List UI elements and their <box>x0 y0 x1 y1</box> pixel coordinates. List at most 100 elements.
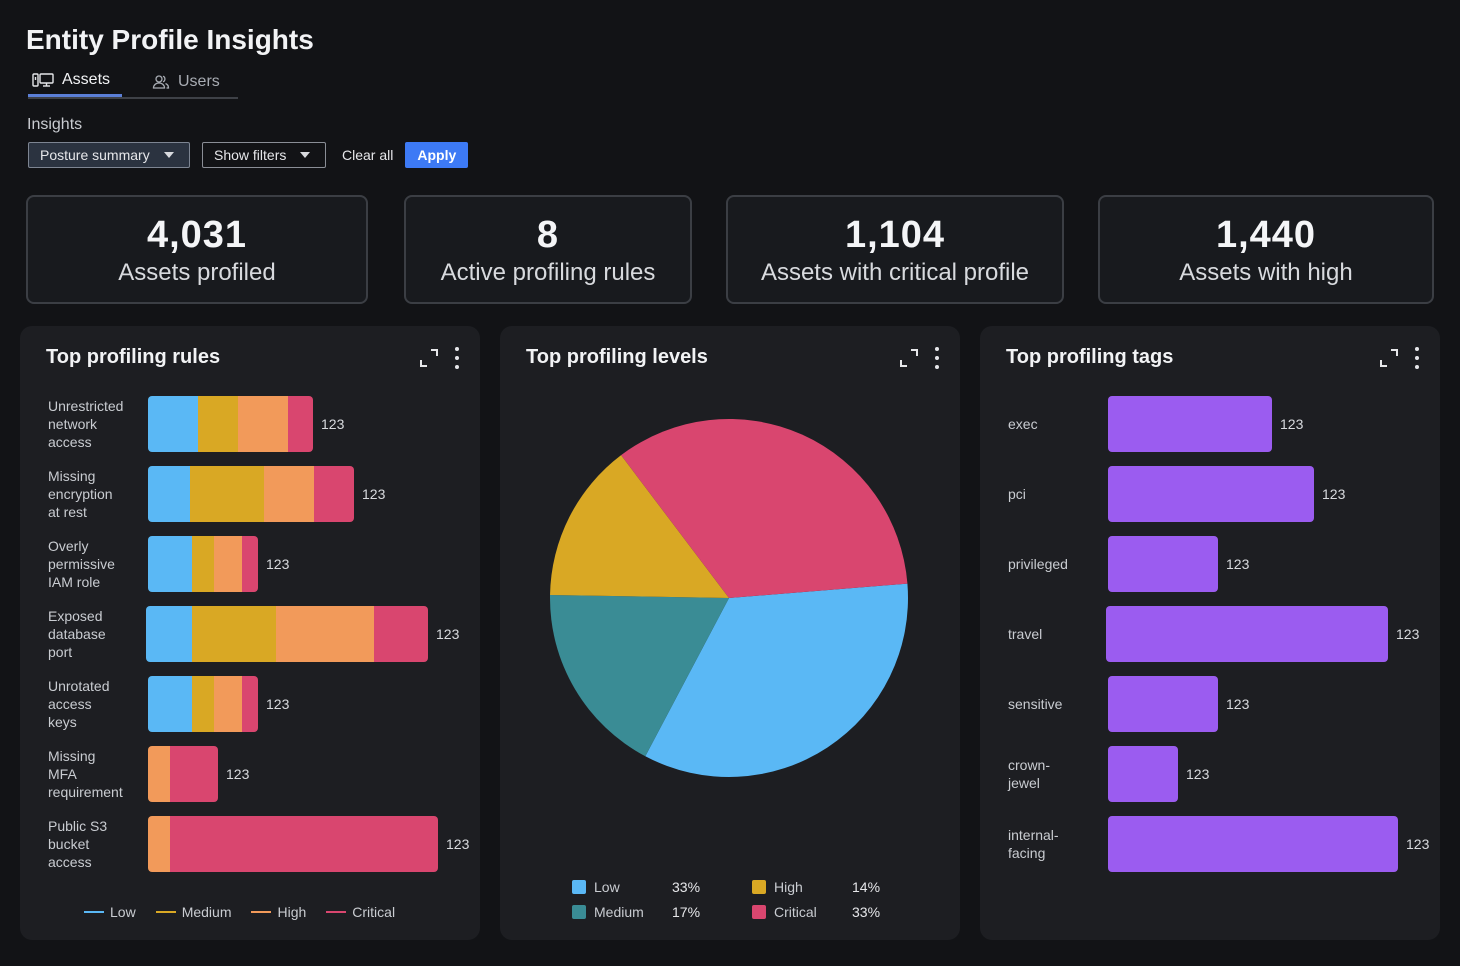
bar-segment-critical <box>170 816 438 872</box>
tag-bar[interactable] <box>1108 816 1398 872</box>
bar-value-label: 123 <box>1226 556 1250 572</box>
stacked-bar[interactable] <box>148 816 438 872</box>
stacked-bar[interactable] <box>148 536 258 592</box>
stacked-bar[interactable] <box>148 746 218 802</box>
bar-value-label: 123 <box>1406 836 1430 852</box>
bar-segment-medium <box>190 466 264 522</box>
stacked-bar[interactable] <box>148 396 313 452</box>
show-filters-label: Show filters <box>214 147 287 163</box>
rule-label: Missing MFA requirement <box>48 748 123 800</box>
pie-legend-medium: Medium <box>572 904 644 920</box>
tag-bar[interactable] <box>1106 606 1388 662</box>
rule-label: Exposed database port <box>48 608 106 660</box>
bar-value-label: 123 <box>226 766 250 782</box>
pie-legend-high-pct: 14% <box>852 879 881 895</box>
pie-slice-high[interactable] <box>550 455 729 598</box>
bar-segment-critical <box>374 606 428 662</box>
bar-segment-low <box>148 676 192 732</box>
panel-actions <box>418 346 460 370</box>
legend-item-high: High <box>251 904 306 920</box>
bar-segment-high <box>214 676 242 732</box>
rule-label: Missing encryption at rest <box>48 468 113 520</box>
kpi-label: Assets with critical profile <box>760 258 1030 286</box>
bar-segment-high <box>148 816 170 872</box>
tag-label: sensitive <box>1008 696 1063 712</box>
tab-users[interactable]: Users <box>148 66 224 97</box>
kpi-label: Assets with high <box>1179 258 1353 286</box>
show-filters-dropdown[interactable]: Show filters <box>202 142 326 168</box>
stacked-bar[interactable] <box>148 466 354 522</box>
pie-legend-high: High <box>752 879 803 895</box>
top-profiling-tags-panel: Top profiling tags exec 123 pci 123 privileg… <box>980 326 1440 940</box>
pie-legend-medium-pct: 17% <box>672 904 701 920</box>
tag-bar[interactable] <box>1108 536 1218 592</box>
kpi-card-assets-profiled[interactable]: 4,031 Assets profiled <box>26 195 368 304</box>
pie-slice-critical[interactable] <box>621 418 908 598</box>
kpi-label: Active profiling rules <box>440 258 656 286</box>
page-title: Entity Profile Insights <box>26 24 314 55</box>
bar-segment-critical <box>242 676 258 732</box>
pie-slice-low[interactable] <box>645 583 908 777</box>
panel-title: Top profiling levels <box>526 346 708 368</box>
rules-legend: Low Medium High Critical <box>84 904 415 920</box>
bar-segment-critical <box>170 746 218 802</box>
bar-segment-low <box>148 396 198 452</box>
stacked-bar[interactable] <box>148 676 258 732</box>
tab-assets[interactable]: Assets <box>28 66 122 97</box>
stacked-bar[interactable] <box>146 606 428 662</box>
rule-label: Unrestricted network access <box>48 398 124 450</box>
apply-button[interactable]: Apply <box>405 142 469 168</box>
tag-label: exec <box>1008 416 1038 432</box>
bar-value-label: 123 <box>446 836 470 852</box>
kpi-label: Assets profiled <box>118 258 276 286</box>
chevron-down-icon <box>300 152 311 158</box>
kpi-card-high[interactable]: 1,440 Assets with high <box>1098 195 1434 304</box>
kpi-card-critical-profile[interactable]: 1,104 Assets with critical profile <box>726 195 1064 304</box>
pie-legend-critical-pct: 33% <box>852 904 881 920</box>
panel-title: Top profiling rules <box>46 346 221 368</box>
tag-label: crown-jewel <box>1008 757 1051 791</box>
tag-label: travel <box>1008 626 1043 642</box>
pie-slice-medium[interactable] <box>550 594 729 757</box>
bar-segment-critical <box>288 396 313 452</box>
bar-segment-high <box>238 396 288 452</box>
kpi-card-active-rules[interactable]: 8 Active profiling rules <box>404 195 692 304</box>
bar-segment-low <box>146 606 192 662</box>
tag-bar[interactable] <box>1108 676 1218 732</box>
tag-label: internal-facing <box>1008 827 1059 861</box>
expand-icon[interactable] <box>898 347 920 369</box>
posture-dropdown[interactable]: Posture summary <box>28 142 190 168</box>
bar-segment-low <box>148 466 190 522</box>
monitor-icon <box>32 72 54 88</box>
kpi-value: 4,031 <box>146 213 248 256</box>
legend-item-low: Low <box>84 904 136 920</box>
tag-bar[interactable] <box>1108 396 1272 452</box>
bar-segment-high <box>264 466 314 522</box>
tag-bar[interactable] <box>1108 466 1314 522</box>
more-options-icon[interactable] <box>1414 346 1420 370</box>
bar-segment-high <box>214 536 242 592</box>
panel-actions <box>1378 346 1420 370</box>
tab-users-label: Users <box>178 72 220 90</box>
pie-chart <box>550 418 908 777</box>
expand-icon[interactable] <box>1378 347 1400 369</box>
tag-bar[interactable] <box>1108 746 1178 802</box>
kpi-value: 1,104 <box>844 213 946 256</box>
rule-label: Unrotated access keys <box>48 678 110 730</box>
expand-icon[interactable] <box>418 347 440 369</box>
bar-segment-medium <box>192 536 214 592</box>
more-options-icon[interactable] <box>934 346 940 370</box>
panel-title: Top profiling tags <box>1006 346 1174 368</box>
more-options-icon[interactable] <box>454 346 460 370</box>
bar-value-label: 123 <box>1280 416 1304 432</box>
bar-value-label: 123 <box>362 486 386 502</box>
pie-legend-critical: Critical <box>752 904 817 920</box>
clear-all-button[interactable]: Clear all <box>342 147 394 163</box>
tab-bar: Assets Users <box>28 66 238 99</box>
chevron-down-icon <box>163 152 174 158</box>
bar-value-label: 123 <box>266 696 290 712</box>
kpi-value: 8 <box>536 213 560 256</box>
bar-value-label: 123 <box>436 626 460 642</box>
insights-controls: Posture summary Show filters Clear all A… <box>28 142 469 168</box>
bar-segment-critical <box>242 536 258 592</box>
